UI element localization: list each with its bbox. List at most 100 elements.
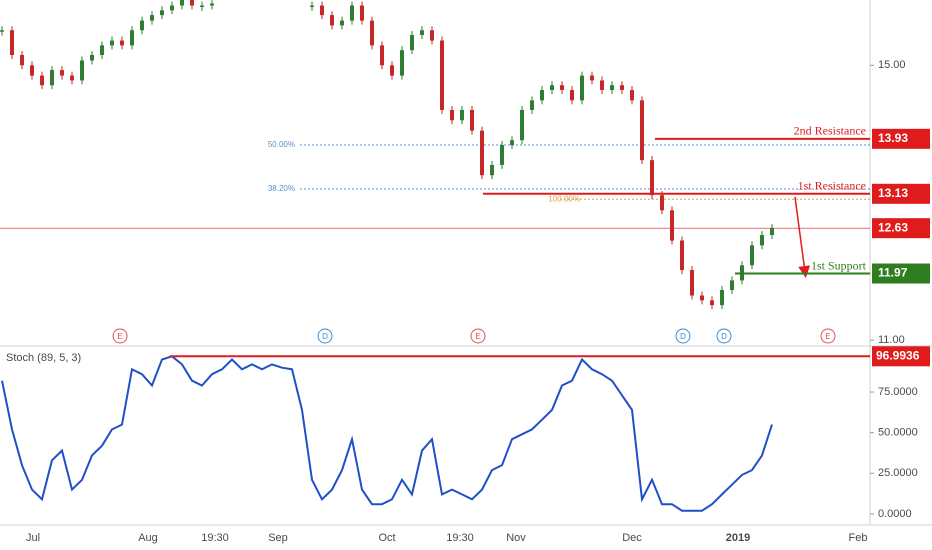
candle xyxy=(660,195,664,211)
candle xyxy=(470,109,474,131)
event-label: E xyxy=(475,332,480,341)
event-label: D xyxy=(322,332,328,341)
candle xyxy=(80,60,84,81)
candle xyxy=(530,100,534,110)
candle xyxy=(580,75,584,101)
candle xyxy=(500,145,504,165)
candle xyxy=(330,15,334,26)
x-tick-label: Jul xyxy=(26,532,40,544)
x-tick-label: Sep xyxy=(268,532,288,544)
candle xyxy=(540,90,544,101)
candle xyxy=(680,240,684,271)
candle xyxy=(70,75,74,81)
price-box xyxy=(872,128,930,149)
candle xyxy=(400,50,404,76)
event-marker xyxy=(112,328,128,344)
candle xyxy=(30,65,34,76)
price-box xyxy=(872,218,930,239)
candle xyxy=(730,280,734,291)
candle xyxy=(90,54,94,61)
price-box-label: 13.93 xyxy=(878,131,908,145)
level-label: 1st Support xyxy=(811,258,867,272)
event-marker xyxy=(317,328,333,344)
x-tick-label: 2019 xyxy=(726,532,750,544)
fib-label: 100.00% xyxy=(548,194,580,203)
candle xyxy=(490,164,494,176)
candle xyxy=(710,300,714,306)
candle xyxy=(600,80,604,91)
candle xyxy=(440,40,444,110)
price-box-label: 96.9936 xyxy=(876,348,920,362)
candle xyxy=(140,20,144,31)
y-tick-label: 11.00 xyxy=(878,334,905,346)
event-marker xyxy=(675,328,691,344)
candle xyxy=(590,75,594,81)
candle xyxy=(460,109,464,121)
candle xyxy=(120,40,124,46)
event-marker xyxy=(716,328,732,344)
candle xyxy=(310,5,314,7)
candle xyxy=(650,160,654,196)
event-marker xyxy=(470,328,486,344)
candle xyxy=(60,70,64,76)
x-tick-label: Aug xyxy=(138,532,158,544)
y-tick-label: 75.0000 xyxy=(878,386,918,398)
event-marker xyxy=(820,328,836,344)
candle xyxy=(770,228,774,236)
y-tick-label: 50.0000 xyxy=(878,427,918,439)
price-box xyxy=(872,263,930,284)
candle xyxy=(170,5,174,11)
x-tick-label: 19:30 xyxy=(446,532,474,544)
fib-label: 38.20% xyxy=(268,184,295,193)
x-tick-label: Oct xyxy=(378,532,395,544)
candle xyxy=(640,100,644,161)
candle xyxy=(430,30,434,41)
price-box-label: 12.63 xyxy=(878,220,908,234)
candle xyxy=(750,245,754,266)
candle xyxy=(160,10,164,16)
price-box-label: 13.13 xyxy=(878,186,908,200)
candle xyxy=(560,85,564,91)
candle xyxy=(520,109,524,141)
candle xyxy=(20,54,24,66)
candle xyxy=(200,5,204,7)
candle xyxy=(180,0,184,6)
price-box xyxy=(872,346,930,367)
event-label: E xyxy=(117,332,122,341)
candle xyxy=(390,65,394,76)
candle xyxy=(480,130,484,176)
indicator-title: Stoch (89, 5, 3) xyxy=(6,352,81,364)
arrow xyxy=(794,196,811,278)
candle xyxy=(360,5,364,21)
candle xyxy=(320,5,324,16)
x-tick-label: Nov xyxy=(506,532,526,544)
candle xyxy=(630,90,634,101)
candle xyxy=(700,295,704,301)
candle xyxy=(340,20,344,26)
candle xyxy=(150,15,154,21)
candle xyxy=(760,235,764,246)
fib-label: 50.00% xyxy=(268,140,295,149)
candle xyxy=(370,20,374,46)
candle xyxy=(100,45,104,55)
candle xyxy=(510,140,514,146)
candle xyxy=(570,90,574,101)
candle xyxy=(10,30,14,55)
event-label: D xyxy=(721,332,727,341)
candle xyxy=(450,109,454,121)
candle xyxy=(620,85,624,91)
x-tick-label: Dec xyxy=(622,532,642,544)
y-tick-label: 25.0000 xyxy=(878,467,918,479)
candle xyxy=(420,30,424,36)
event-label: E xyxy=(825,332,830,341)
level-label: 2nd Resistance xyxy=(794,124,866,138)
candle xyxy=(40,75,44,86)
x-tick-label: Feb xyxy=(849,532,868,544)
candle xyxy=(670,210,674,241)
candle xyxy=(50,70,54,86)
price-box xyxy=(872,183,930,204)
candle xyxy=(380,45,384,66)
candle xyxy=(350,5,354,21)
candle xyxy=(210,3,214,6)
